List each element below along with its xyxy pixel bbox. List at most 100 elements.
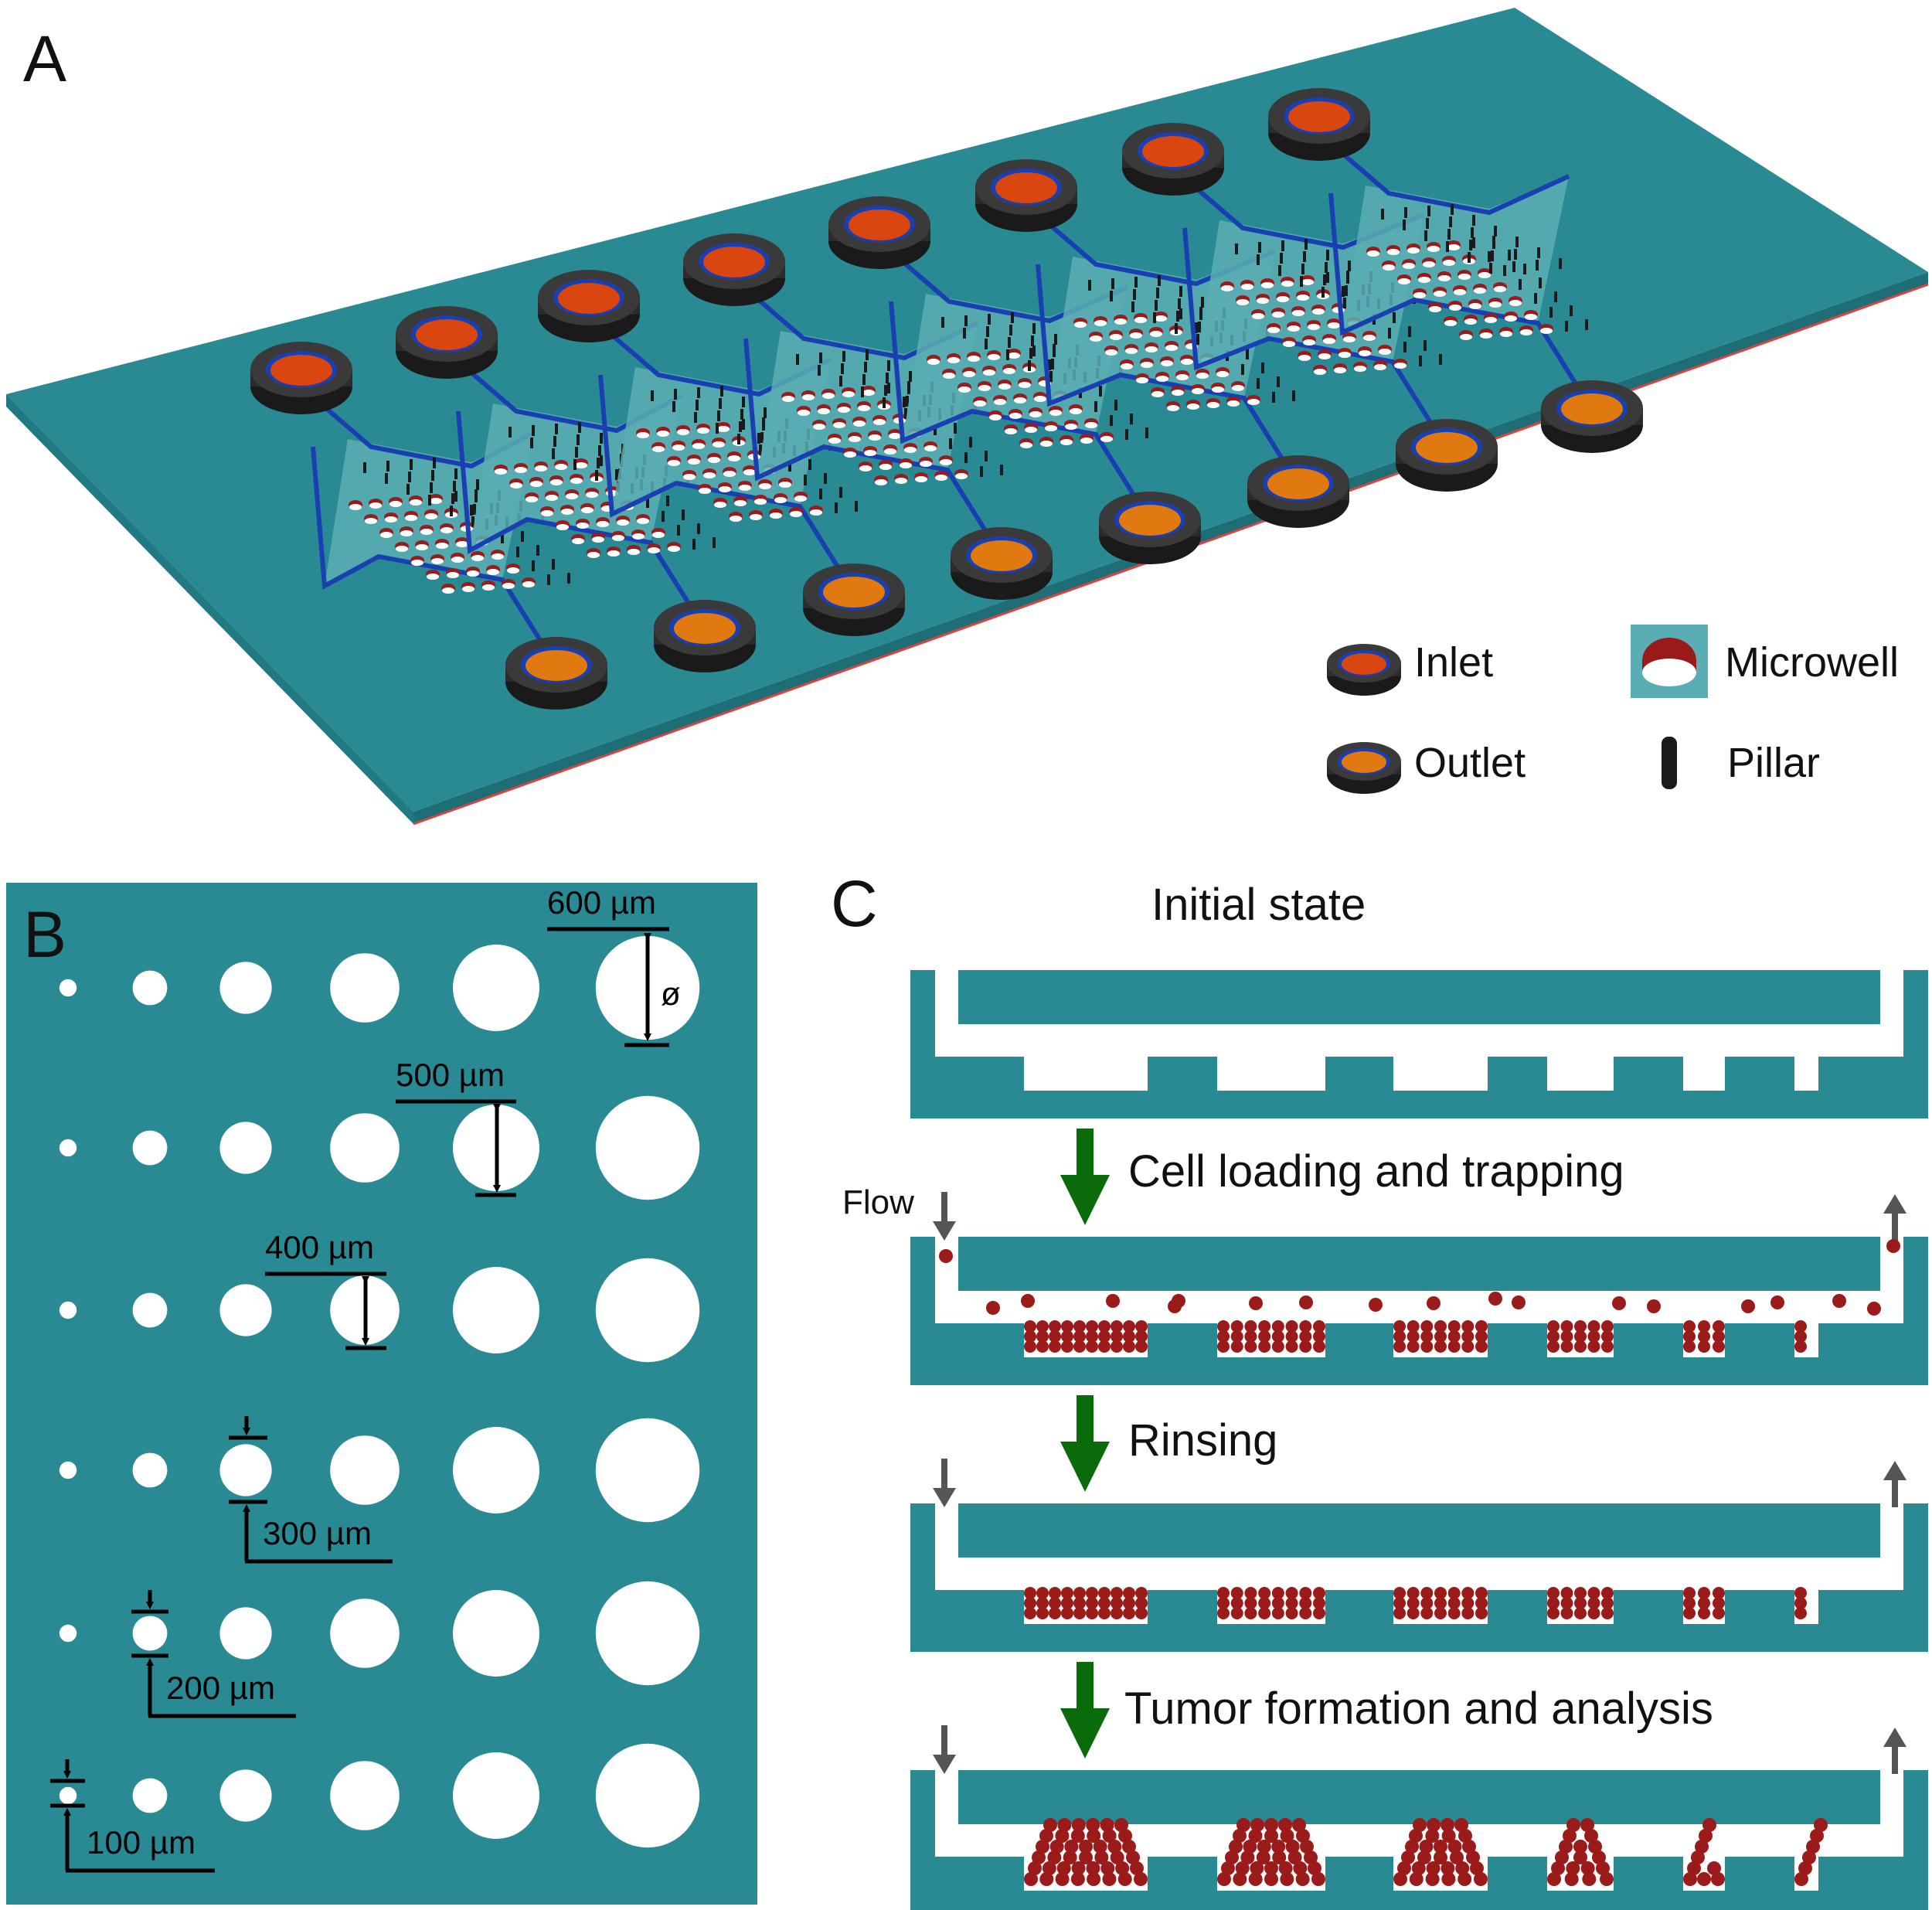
cell [1547,1330,1560,1343]
pillar-mark [760,432,764,443]
cell [1285,1320,1298,1333]
cell [1086,1597,1098,1609]
cell [1049,1597,1061,1609]
dim-600: 600 µm ø [547,884,681,1047]
cell [1049,1320,1061,1333]
diameter-symbol: ø [661,975,681,1012]
step-loading-label: Cell loading and trapping [1128,1146,1624,1197]
pillar-mark [964,315,968,326]
well-cavity [1217,1057,1325,1091]
cell [1111,1330,1123,1343]
cell [1434,1850,1447,1864]
microwell-500um [453,1427,539,1513]
cell [1024,1587,1036,1599]
pillar-mark [1471,227,1474,238]
pillar-mark [1424,230,1427,241]
cell [1794,1607,1807,1619]
right-wall [1903,1237,1928,1353]
pillar-mark [431,470,434,481]
microwell-grid [59,935,700,1848]
pillar-mark [1426,218,1429,229]
pillar-mark [1439,354,1442,365]
cell [1560,1330,1573,1343]
cell [1036,1340,1049,1353]
microwell-200um [132,1292,168,1328]
pillar-mark [909,371,912,382]
pillar-mark [1175,323,1178,334]
pillar-mark [672,401,675,412]
cell [1079,1840,1093,1854]
pillar-mark [903,397,906,407]
pillar-mark [969,437,972,448]
pillar-mark [1539,277,1542,288]
cell [1794,1597,1807,1609]
channel-bottom [743,338,988,533]
dim-300: 300 µm [229,1416,393,1564]
pillar-mark [1053,346,1056,357]
cell [1056,1861,1071,1875]
inlet-port [975,159,1077,232]
pillar-mark [1403,342,1406,352]
cell [1122,1840,1136,1854]
cell [1217,1607,1230,1619]
pillar-mark [742,419,745,430]
cell [1070,1872,1085,1886]
pillar-mark [575,447,578,458]
pillar-mark [1427,206,1430,216]
cell [1587,1340,1600,1353]
cell [1697,1872,1711,1886]
cell [1566,1861,1580,1875]
cell [1711,1872,1725,1886]
pillar-mark [906,396,909,407]
cell [1702,1818,1716,1832]
pillar-mark [428,495,431,506]
pillar-mark [839,376,842,386]
cell [1070,1829,1085,1843]
cell [1547,1872,1561,1886]
dim-600-label: 600 µm [547,884,656,921]
pillar-mark [986,326,989,337]
left-wall [910,1503,935,1619]
pillar-mark [1257,254,1260,265]
channel-bottom [598,374,841,570]
cell [1417,1850,1431,1864]
channel-top [1333,145,1570,216]
chip-units [250,88,1643,710]
cell [1264,1818,1278,1832]
cell [1285,1597,1298,1609]
cell [1461,1330,1475,1343]
cell [1713,1340,1725,1353]
pillar-mark [1110,415,1113,426]
cell [1073,1587,1086,1599]
microwell-400um [330,953,400,1023]
cell [1258,1320,1271,1333]
cell [1794,1320,1807,1333]
pillar-mark [1235,243,1238,254]
cell [1475,1340,1488,1353]
pillar-mark [788,461,791,472]
pillar-mark [1451,204,1454,215]
legend-outlet: Outlet [1327,740,1526,794]
cell [1588,1840,1602,1854]
pillar-mark [717,410,720,421]
pillar-mark [720,386,723,397]
pillar-mark [1388,328,1391,339]
pillar-mark [1088,280,1091,291]
legend-pillar: Pillar [1662,737,1820,789]
cell [1123,1587,1135,1599]
cell [1601,1320,1614,1333]
channel-bottom [456,410,692,606]
cell [1413,1818,1427,1832]
cell [1587,1607,1600,1619]
cell [1466,1850,1480,1864]
cell [1420,1320,1434,1333]
pillar-mark [598,445,601,456]
cell [1475,1587,1488,1599]
cell [1420,1597,1434,1609]
pillar-mark [1559,258,1562,269]
microwell-200um [132,1615,168,1651]
pillar-mark [762,420,765,431]
step-formation-label: Tumor formation and analysis [1124,1684,1713,1734]
well-cavity [1794,1057,1818,1091]
cell [1447,1340,1461,1353]
